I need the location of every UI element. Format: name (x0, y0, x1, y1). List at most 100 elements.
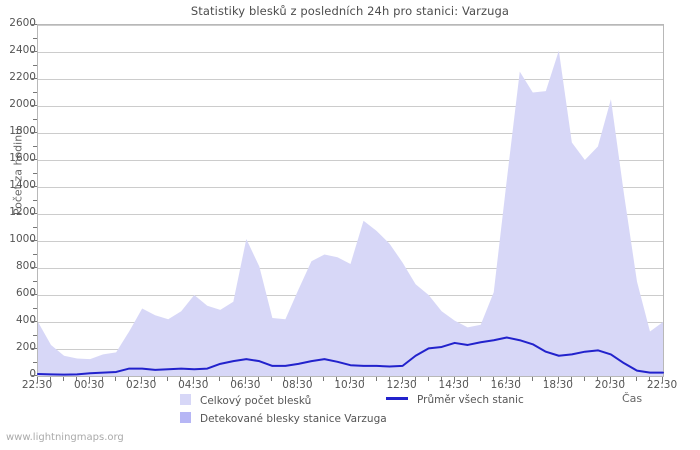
x-tick-mark-major (141, 376, 143, 383)
y-tick-mark-minor (33, 118, 37, 120)
x-tick-label: 22:30 (21, 379, 53, 391)
gridline (38, 79, 663, 80)
y-tick-mark-minor (33, 172, 37, 174)
x-tick-mark-minor (544, 376, 546, 381)
y-tick-label: 1000 (9, 233, 36, 245)
y-tick-label: 1800 (9, 125, 36, 137)
y-tick-mark (31, 186, 37, 187)
x-tick-label: 14:30 (438, 379, 469, 391)
x-tick-mark-major (401, 376, 403, 383)
x-tick-mark-minor (518, 376, 520, 381)
x-tick-mark-minor (635, 376, 637, 381)
y-tick-label: 2600 (9, 17, 36, 29)
y-tick-mark-minor (33, 145, 37, 147)
x-tick-label: 00:30 (73, 379, 105, 391)
x-tick-label: 02:30 (126, 379, 157, 391)
y-tick-label: 2000 (9, 98, 36, 110)
y-tick-mark (31, 213, 37, 214)
y-tick-mark (31, 159, 37, 160)
x-tick-label: 20:30 (594, 379, 626, 391)
gridline (38, 214, 663, 215)
x-tick-mark-minor (479, 376, 481, 381)
x-tick-label: 16:30 (490, 379, 521, 391)
footer-url: www.lightningmaps.org (6, 432, 124, 443)
x-tick-mark-minor (427, 376, 429, 381)
y-tick-mark-minor (33, 361, 37, 363)
x-tick-mark-minor (232, 376, 234, 381)
legend-label-total: Celkový počet blesků (200, 395, 312, 407)
y-tick-label: 2400 (9, 44, 36, 56)
x-tick-mark-minor (63, 376, 65, 381)
x-tick-mark-minor (167, 376, 169, 381)
plot-area (37, 24, 664, 377)
x-tick-mark-major (557, 376, 559, 383)
x-tick-mark-minor (440, 376, 442, 381)
x-tick-label: 04:30 (178, 379, 209, 391)
y-tick-mark (31, 348, 37, 349)
x-tick-label: 12:30 (386, 379, 417, 391)
y-tick-mark (31, 267, 37, 268)
x-tick-mark-minor (219, 376, 221, 381)
y-tick-label: 2200 (9, 71, 36, 83)
y-tick-mark (31, 294, 37, 295)
y-tick-label: 1400 (9, 179, 36, 191)
legend-label-average: Průměr všech stanic (417, 394, 524, 406)
x-tick-mark-minor (206, 376, 208, 381)
x-tick-mark-major (349, 376, 351, 383)
x-tick-mark-minor (102, 376, 104, 381)
x-tick-mark-minor (570, 376, 572, 381)
series-layer (37, 50, 664, 377)
y-tick-label: 1200 (9, 206, 36, 218)
y-tick-label: 0 (29, 368, 36, 380)
y-tick-mark-minor (33, 307, 37, 309)
x-tick-mark-minor (310, 376, 312, 381)
legend-label-detected: Detekované blesky stanice Varzuga (200, 413, 387, 425)
legend-item-detected: Detekované blesky stanice Varzuga (180, 412, 387, 425)
x-tick-mark-minor (492, 376, 494, 381)
legend-swatch-total (180, 394, 191, 405)
x-tick-mark-minor (180, 376, 182, 381)
y-tick-mark-minor (33, 253, 37, 255)
x-tick-mark-minor (271, 376, 273, 381)
legend-item-average: Průměr všech stanic (386, 394, 524, 406)
series-area-0 (38, 50, 663, 377)
x-tick-label: 08:30 (282, 379, 313, 391)
gridline (38, 52, 663, 53)
x-tick-mark-minor (375, 376, 377, 381)
gridline (38, 187, 663, 188)
gridline (38, 160, 663, 161)
gridline (38, 241, 663, 242)
y-tick-mark (31, 132, 37, 133)
x-tick-mark-minor (323, 376, 325, 381)
y-tick-mark (31, 105, 37, 106)
x-tick-mark-minor (154, 376, 156, 381)
x-tick-mark-minor (414, 376, 416, 381)
y-tick-label: 400 (15, 314, 36, 326)
x-tick-mark-minor (622, 376, 624, 381)
y-tick-mark-minor (33, 334, 37, 336)
y-tick-label: 200 (15, 341, 36, 353)
x-tick-mark-minor (258, 376, 260, 381)
series-line-2 (37, 336, 664, 376)
x-tick-mark-minor (76, 376, 78, 381)
x-tick-label: 06:30 (230, 379, 261, 391)
x-tick-mark-major (453, 376, 455, 383)
x-axis-label: Čas (622, 392, 643, 405)
x-tick-mark-minor (115, 376, 117, 381)
x-tick-mark-minor (466, 376, 468, 381)
x-tick-mark-minor (531, 376, 533, 381)
y-tick-mark-minor (33, 37, 37, 39)
y-tick-mark-minor (33, 199, 37, 201)
x-tick-mark-major (609, 376, 611, 383)
y-tick-label: 800 (15, 260, 36, 272)
x-tick-mark-major (297, 376, 299, 383)
y-tick-label: 600 (15, 287, 36, 299)
y-tick-mark (31, 24, 37, 25)
x-tick-mark-minor (362, 376, 364, 381)
y-tick-mark-minor (33, 280, 37, 282)
x-tick-mark-major (662, 376, 663, 383)
x-tick-mark-minor (648, 376, 650, 381)
y-tick-mark (31, 51, 37, 52)
x-tick-mark-minor (50, 376, 52, 381)
